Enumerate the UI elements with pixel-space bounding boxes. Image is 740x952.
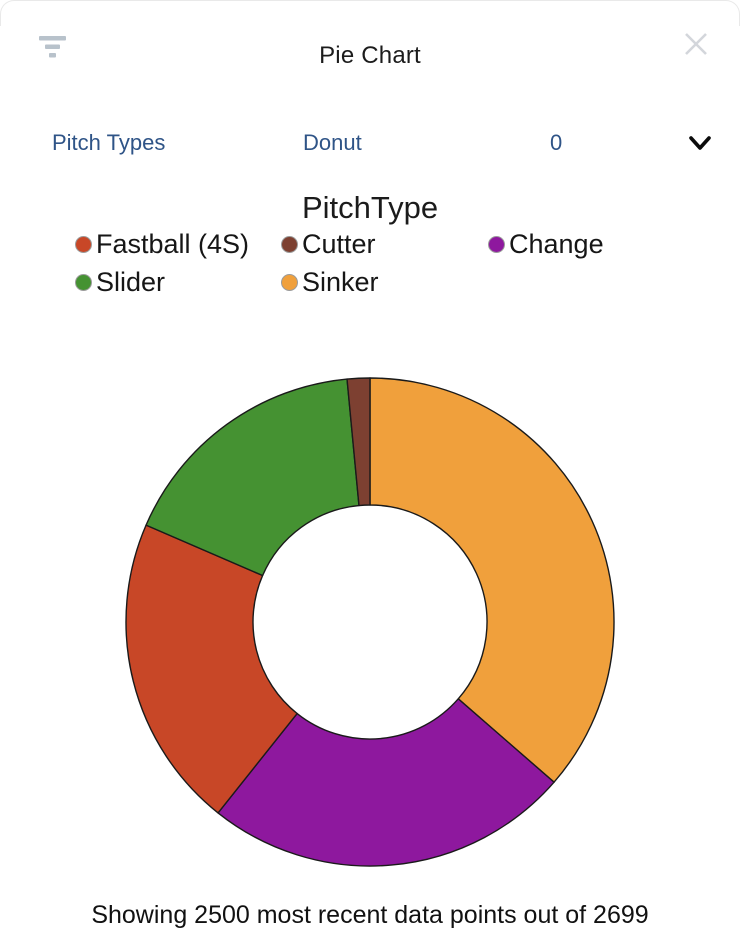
pie-slice-change[interactable] bbox=[217, 698, 555, 867]
pie-slice-cutter[interactable] bbox=[346, 377, 371, 507]
pie-slice-sinker[interactable] bbox=[369, 377, 615, 783]
donut-chart bbox=[122, 374, 618, 870]
legend-item-cutter[interactable]: Cutter bbox=[281, 226, 488, 263]
chart-style-selector[interactable]: Donut bbox=[303, 130, 362, 155]
legend-swatch-icon bbox=[281, 274, 298, 291]
legend-item-fastball-4s[interactable]: Fastball (4S) bbox=[75, 226, 281, 263]
pie-slice-slider[interactable] bbox=[145, 378, 360, 577]
chevron-down-icon bbox=[689, 136, 711, 150]
legend-swatch-icon bbox=[75, 274, 92, 291]
expand-controls-button[interactable] bbox=[687, 131, 713, 155]
legend-label: Fastball (4S) bbox=[96, 229, 250, 259]
value-selector[interactable]: 0 bbox=[550, 130, 563, 155]
legend-label: Slider bbox=[96, 267, 166, 297]
legend-label: Change bbox=[509, 229, 604, 259]
legend-label: Cutter bbox=[302, 229, 376, 259]
page-title: Pie Chart bbox=[319, 42, 421, 69]
close-button[interactable] bbox=[682, 30, 710, 58]
legend-item-change[interactable]: Change bbox=[488, 226, 705, 263]
donut-chart-svg bbox=[125, 377, 615, 867]
filter-funnel-icon bbox=[39, 36, 66, 58]
pie-slice-fastball-4s[interactable] bbox=[125, 524, 298, 814]
chart-controls-row: Pitch Types Donut 0 bbox=[0, 118, 740, 168]
legend-swatch-icon bbox=[281, 236, 298, 253]
close-x-icon bbox=[685, 33, 707, 55]
legend-label: Sinker bbox=[302, 267, 379, 297]
chart-legend: Fastball (4S) Cutter Change Slider Sinker bbox=[75, 226, 705, 301]
legend-swatch-icon bbox=[75, 236, 92, 253]
legend-swatch-icon bbox=[488, 236, 505, 253]
dataset-selector[interactable]: Pitch Types bbox=[52, 130, 166, 155]
chart-title: PitchType bbox=[301, 190, 439, 225]
legend-item-sinker[interactable]: Sinker bbox=[281, 264, 488, 301]
panel-header: Pie Chart bbox=[0, 0, 740, 98]
legend-item-slider[interactable]: Slider bbox=[75, 264, 281, 301]
filter-button[interactable] bbox=[36, 34, 70, 62]
data-points-caption: Showing 2500 most recent data points out… bbox=[91, 901, 649, 929]
